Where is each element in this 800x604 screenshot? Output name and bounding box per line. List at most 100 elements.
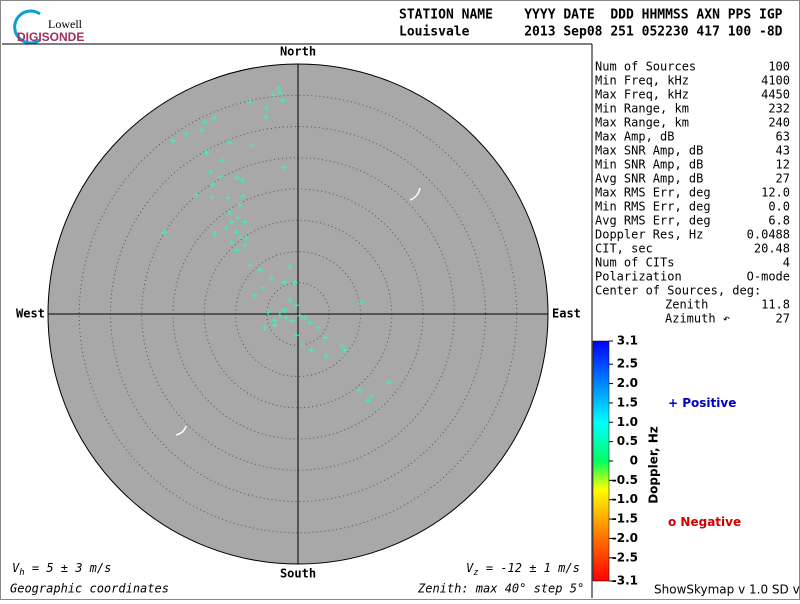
source-point [241, 242, 248, 249]
source-point [235, 214, 241, 221]
source-point [225, 194, 231, 201]
center-label: Zenith [665, 298, 708, 312]
colorbar-tick-label: 1.5 [617, 395, 638, 409]
source-point [251, 292, 258, 299]
west: West [16, 307, 45, 321]
stat-value: 12 [776, 158, 790, 172]
source-point [260, 284, 266, 291]
zenith-note: Zenith: max 40° step 5° [417, 582, 584, 596]
source-point [241, 219, 248, 226]
source-point [281, 164, 288, 171]
source-point [223, 224, 230, 231]
source-point [263, 114, 270, 121]
source-point [236, 202, 243, 209]
source-point [211, 231, 218, 237]
colorbar-tick-label: -0.5 [612, 473, 638, 487]
stat-value: 12.0 [761, 186, 790, 200]
source-point [275, 84, 281, 91]
stat-label: Doppler Res, Hz [595, 228, 703, 242]
east: East [552, 307, 581, 321]
stat-value: 63 [776, 130, 790, 144]
header-values: Louisvale 2013 Sep08 251 052230 417 100 … [399, 25, 783, 40]
stat-label: Num of Sources [595, 60, 696, 74]
stat-label: Max Range, km [595, 116, 689, 130]
source-point [261, 324, 268, 331]
center-title: Center of Sources, deg: [595, 284, 761, 298]
source-point [281, 307, 288, 314]
colorbar-tick-label: 0.5 [617, 434, 638, 448]
stat-label: Min Freq, kHz [595, 74, 689, 88]
source-point [228, 239, 235, 246]
arc [409, 187, 421, 201]
source-point [233, 247, 240, 254]
source-point [323, 352, 330, 359]
source-point [256, 267, 263, 274]
stat-value: 27 [776, 172, 790, 186]
source-point [296, 312, 303, 319]
colorbar-tick-label: 2.0 [617, 376, 638, 390]
source-point [293, 302, 300, 309]
source-point [365, 397, 371, 404]
north: North [280, 45, 316, 59]
colorbar-tick-label: 2.5 [617, 357, 638, 371]
source-point [208, 169, 215, 176]
stat-value: 4 [783, 256, 790, 270]
source-point [283, 314, 290, 321]
source-point [386, 379, 393, 386]
legend-negative: o Negative [668, 515, 741, 529]
legend-positive: + Positive [668, 396, 736, 410]
source-point [170, 137, 176, 144]
logo-arc [13, 9, 41, 45]
source-point [201, 119, 208, 126]
source-point [226, 209, 233, 216]
colorbar-tick-label: 1.0 [617, 415, 638, 429]
source-point [306, 319, 313, 326]
source-point [270, 92, 276, 99]
colorbar-tick-label: -2.0 [612, 531, 638, 545]
colorbar-label: Doppler, Hz [647, 426, 661, 504]
source-point [246, 99, 253, 106]
source-point [240, 192, 246, 199]
source-point [358, 299, 365, 306]
stat-label: Avg RMS Err, deg [595, 214, 711, 228]
source-point [271, 322, 278, 329]
source-point [228, 219, 235, 226]
stat-label: Avg SNR Amp, dB [595, 172, 703, 186]
source-point [226, 139, 233, 146]
source-point [293, 332, 300, 339]
source-point [276, 89, 283, 96]
center-label: Azimuth ↶ [665, 312, 730, 326]
source-point [216, 174, 223, 181]
colorbar-tick-label: -2.5 [612, 550, 638, 564]
colorbar-tick-label: -1.5 [612, 512, 638, 526]
source-point [321, 334, 328, 341]
stat-value: 100 [768, 60, 790, 74]
source-point [286, 297, 293, 304]
colorbar-tick-label: 0 [630, 454, 638, 468]
source-point [211, 114, 218, 121]
center-value: 11.8 [761, 298, 790, 312]
source-point [233, 174, 240, 181]
stat-value: 240 [768, 116, 790, 130]
center-value: 27 [776, 312, 790, 326]
stat-label: Max RMS Err, deg [595, 186, 711, 200]
source-point [291, 279, 298, 286]
stat-label: CIT, sec [595, 242, 653, 256]
stat-label: Min Range, km [595, 102, 689, 116]
colorbar [592, 340, 610, 582]
source-point [288, 317, 295, 324]
source-point [308, 347, 315, 354]
stat-label: Max SNR Amp, dB [595, 144, 703, 158]
source-point [243, 234, 250, 241]
plot [48, 64, 548, 564]
source-point [236, 234, 243, 241]
source-point [208, 194, 215, 201]
source-point [193, 192, 200, 199]
stat-value: O-mode [747, 270, 790, 284]
source-point [338, 342, 345, 349]
colorbar-tick-label: 3.1 [617, 334, 638, 348]
vz: Vz = -12 ± 1 m/s [466, 561, 580, 578]
stat-value: 0.0 [768, 200, 790, 214]
colorbar-tick-label: -1.0 [612, 492, 638, 506]
stat-label: Max Freq, kHz [595, 88, 689, 102]
